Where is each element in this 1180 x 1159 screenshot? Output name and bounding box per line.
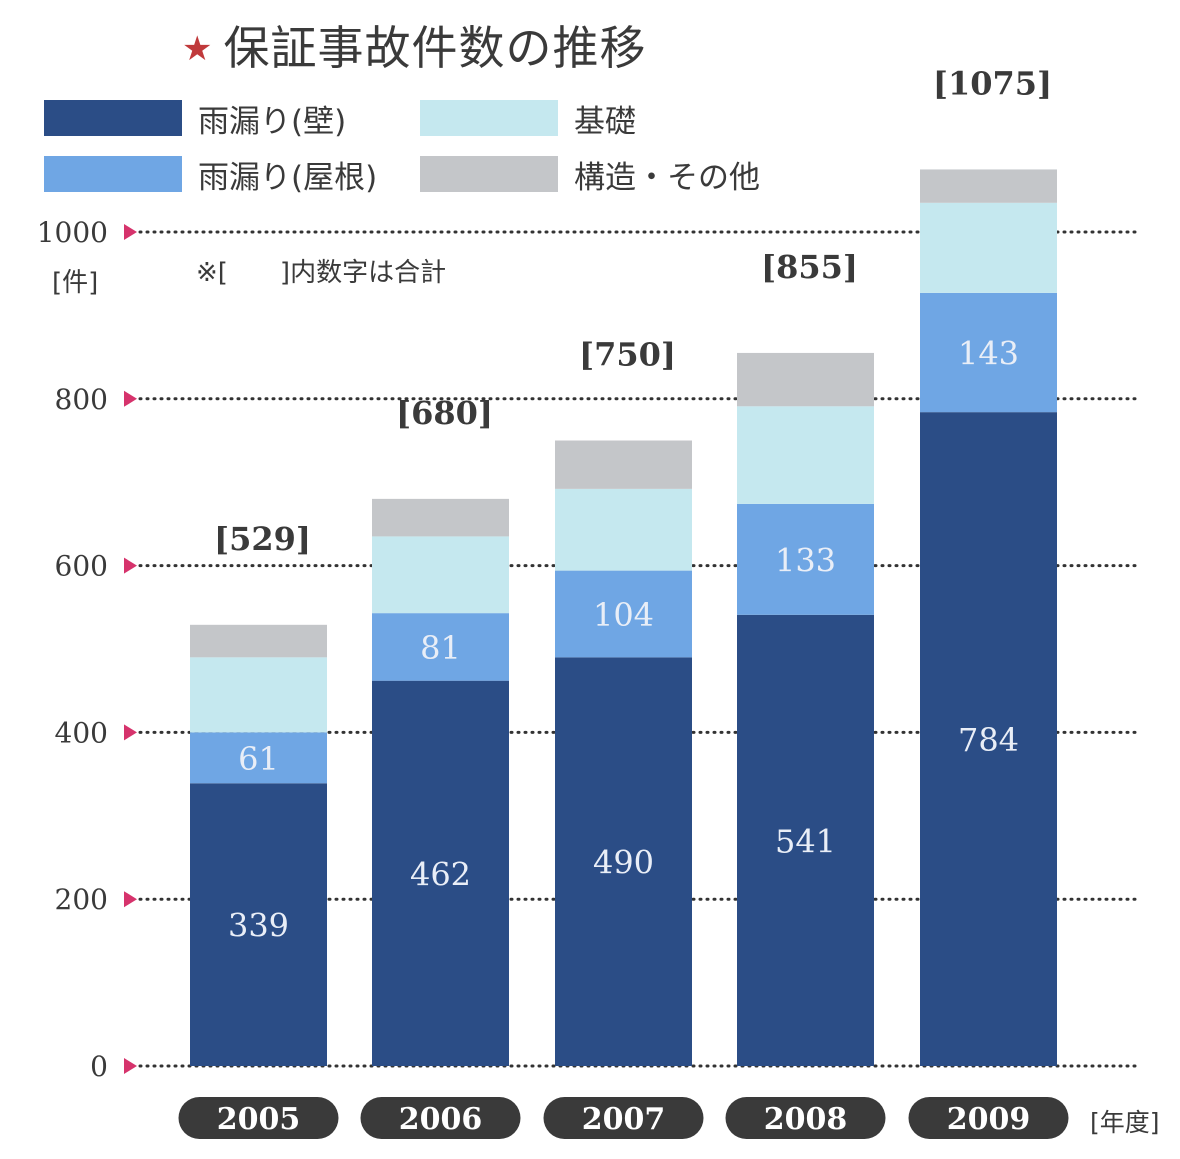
y-axis-unit: [件] [52,268,99,298]
bar-segment [190,783,327,1066]
y-tick-label: 600 [55,550,108,583]
bar-segment [190,732,327,784]
total-label: [855] [761,248,858,286]
x-category-pill [725,1097,886,1139]
bar-segment [737,614,874,1066]
y-tick-label: 1000 [37,216,108,249]
bar-segment [737,503,874,615]
bar-segment [920,202,1057,293]
data-label: 104 [593,596,654,634]
y-tick-label: 0 [90,1050,108,1083]
total-note: ※[ ]内数字は合計 [196,258,447,288]
legend-label: 構造・その他 [574,159,760,196]
data-label: 490 [593,844,654,882]
bar-segment [555,440,692,489]
x-tick-label: 2008 [764,1102,848,1137]
data-label: 143 [958,335,1019,373]
bar-segment [920,169,1057,203]
chart-title-text: 保証事故件数の推移 [223,21,647,75]
bar-segment [372,613,509,681]
total-label: [529] [214,520,311,558]
legend-swatch [44,100,182,136]
x-tick-label: 2005 [217,1102,301,1137]
tick-marker [124,557,137,574]
data-label: 339 [228,907,289,945]
legend-label: 基礎 [574,103,636,140]
legend-item-wall-leak: 雨漏り(壁) [44,100,346,140]
tick-marker [124,891,137,908]
legend-item-roof-leak: 雨漏り(屋根) [44,156,377,196]
data-label: 784 [958,721,1019,759]
y-tick-label: 200 [55,883,108,916]
total-label: [680] [396,394,493,432]
bar-segment [920,292,1057,413]
bar-segment [555,488,692,571]
bar-segment [737,352,874,407]
x-category-pill [543,1097,704,1139]
tick-marker [124,390,137,407]
x-axis-unit: [年度] [1090,1108,1160,1137]
tick-marker [124,1058,137,1074]
legend-swatch [420,156,558,192]
x-tick-label: 2007 [582,1102,666,1137]
x-tick-label: 2009 [947,1102,1031,1137]
legend-swatch [420,100,558,136]
tick-marker [124,224,137,240]
x-category-pill [178,1097,339,1139]
bar-segment [190,624,327,658]
data-label: 541 [775,822,836,860]
legend-swatch [44,156,182,192]
y-tick-label: 800 [55,383,108,416]
data-label: 61 [238,740,279,778]
bar-segment [737,406,874,504]
bar-segment [372,536,509,614]
data-label: 81 [420,629,461,667]
chart-title: ★ 保証事故件数の推移 [182,12,646,78]
legend-label: 雨漏り(屋根) [198,159,378,196]
total-label: [1075] [933,64,1052,102]
bar-segment [190,657,327,733]
bar-segment [920,412,1057,1066]
data-label: 133 [775,541,836,579]
x-tick-label: 2006 [399,1102,483,1137]
bar-segment [555,570,692,658]
legend-label: 雨漏り(壁) [198,103,347,140]
x-category-pill [360,1097,521,1139]
legend-item-structure-other: 構造・その他 [420,156,760,196]
y-tick-label: 400 [55,716,108,749]
data-label: 462 [410,855,471,893]
tick-marker [124,724,137,741]
bar-segment [372,498,509,537]
total-label: [750] [579,336,676,374]
star-icon: ★ [182,29,214,69]
x-category-pill [908,1097,1069,1139]
bar-segment [372,680,509,1066]
legend-item-foundation: 基礎 [420,100,636,140]
bar-segment [555,657,692,1066]
